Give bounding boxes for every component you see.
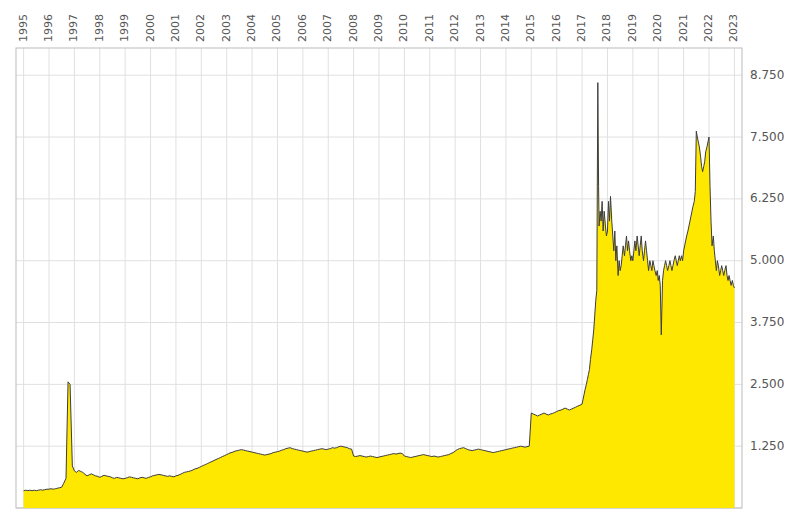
x-grid-line [379, 48, 380, 508]
y-tick-label: 3.750 [750, 315, 784, 329]
x-tick-label: 2001 [169, 14, 182, 42]
x-tick-label: 1998 [93, 14, 106, 42]
x-tick-label: 2021 [677, 14, 690, 42]
x-grid-line [150, 48, 151, 508]
x-grid-line [23, 48, 24, 508]
x-tick-label: 2008 [347, 14, 360, 42]
x-tick-label: 1997 [67, 14, 80, 42]
x-tick-label: 1996 [42, 14, 55, 42]
x-tick-label: 2017 [575, 14, 588, 42]
x-grid-line [404, 48, 405, 508]
y-tick-label: 1.250 [750, 439, 784, 453]
y-tick-label: 2.500 [750, 377, 784, 391]
x-grid-line [74, 48, 75, 508]
x-tick-label: 2002 [194, 14, 207, 42]
background [0, 0, 800, 522]
x-grid-line [175, 48, 176, 508]
x-tick-label: 2015 [524, 14, 537, 42]
x-tick-label: 2023 [727, 14, 740, 42]
x-tick-label: 2004 [245, 14, 258, 42]
x-grid-line [455, 48, 456, 508]
y-tick-label: 6.250 [750, 191, 784, 205]
x-grid-line [125, 48, 126, 508]
x-grid-line [201, 48, 202, 508]
plot-frame [16, 48, 742, 508]
x-tick-label: 2022 [702, 14, 715, 42]
plot-area [24, 83, 735, 508]
x-tick-label: 2013 [474, 14, 487, 42]
x-grid-line [277, 48, 278, 508]
x-tick-label: 2006 [296, 14, 309, 42]
x-tick-label: 2003 [220, 14, 233, 42]
area-fill [24, 83, 735, 508]
x-grid-line [302, 48, 303, 508]
x-grid-line [252, 48, 253, 508]
x-grid-line [226, 48, 227, 508]
x-tick-label: 2005 [270, 14, 283, 42]
x-grid-line [328, 48, 329, 508]
chart: 1.250 2.500 3.750 5.000 6.250 7.500 8.750 1995 1… [0, 0, 800, 522]
x-tick-label: 2018 [600, 14, 613, 42]
x-tick-label: 2012 [448, 14, 461, 42]
x-grid-line [99, 48, 100, 508]
x-grid-line [49, 48, 50, 508]
y-tick-label: 5.000 [750, 253, 784, 267]
axes: 1.250 2.500 3.750 5.000 6.250 7.500 8.750 1995 1… [16, 14, 784, 508]
x-tick-label: 1999 [118, 14, 131, 42]
x-grid-line [480, 48, 481, 508]
x-grid-line [429, 48, 430, 508]
y-tick-label: 8.750 [750, 68, 784, 82]
x-tick-label: 1995 [17, 14, 30, 42]
x-grid-line [353, 48, 354, 508]
x-tick-label: 2007 [321, 14, 334, 42]
x-tick-label: 2009 [372, 14, 385, 42]
x-tick-label: 2016 [550, 14, 563, 42]
grid [16, 48, 742, 508]
x-grid-line [505, 48, 506, 508]
y-tick-label: 7.500 [750, 130, 784, 144]
x-tick-label: 2014 [499, 14, 512, 42]
x-tick-label: 2019 [626, 14, 639, 42]
x-tick-label: 2020 [651, 14, 664, 42]
area-line [24, 83, 735, 491]
x-tick-label: 2010 [397, 14, 410, 42]
x-tick-label: 2000 [144, 14, 157, 42]
x-tick-label: 2011 [423, 14, 436, 42]
